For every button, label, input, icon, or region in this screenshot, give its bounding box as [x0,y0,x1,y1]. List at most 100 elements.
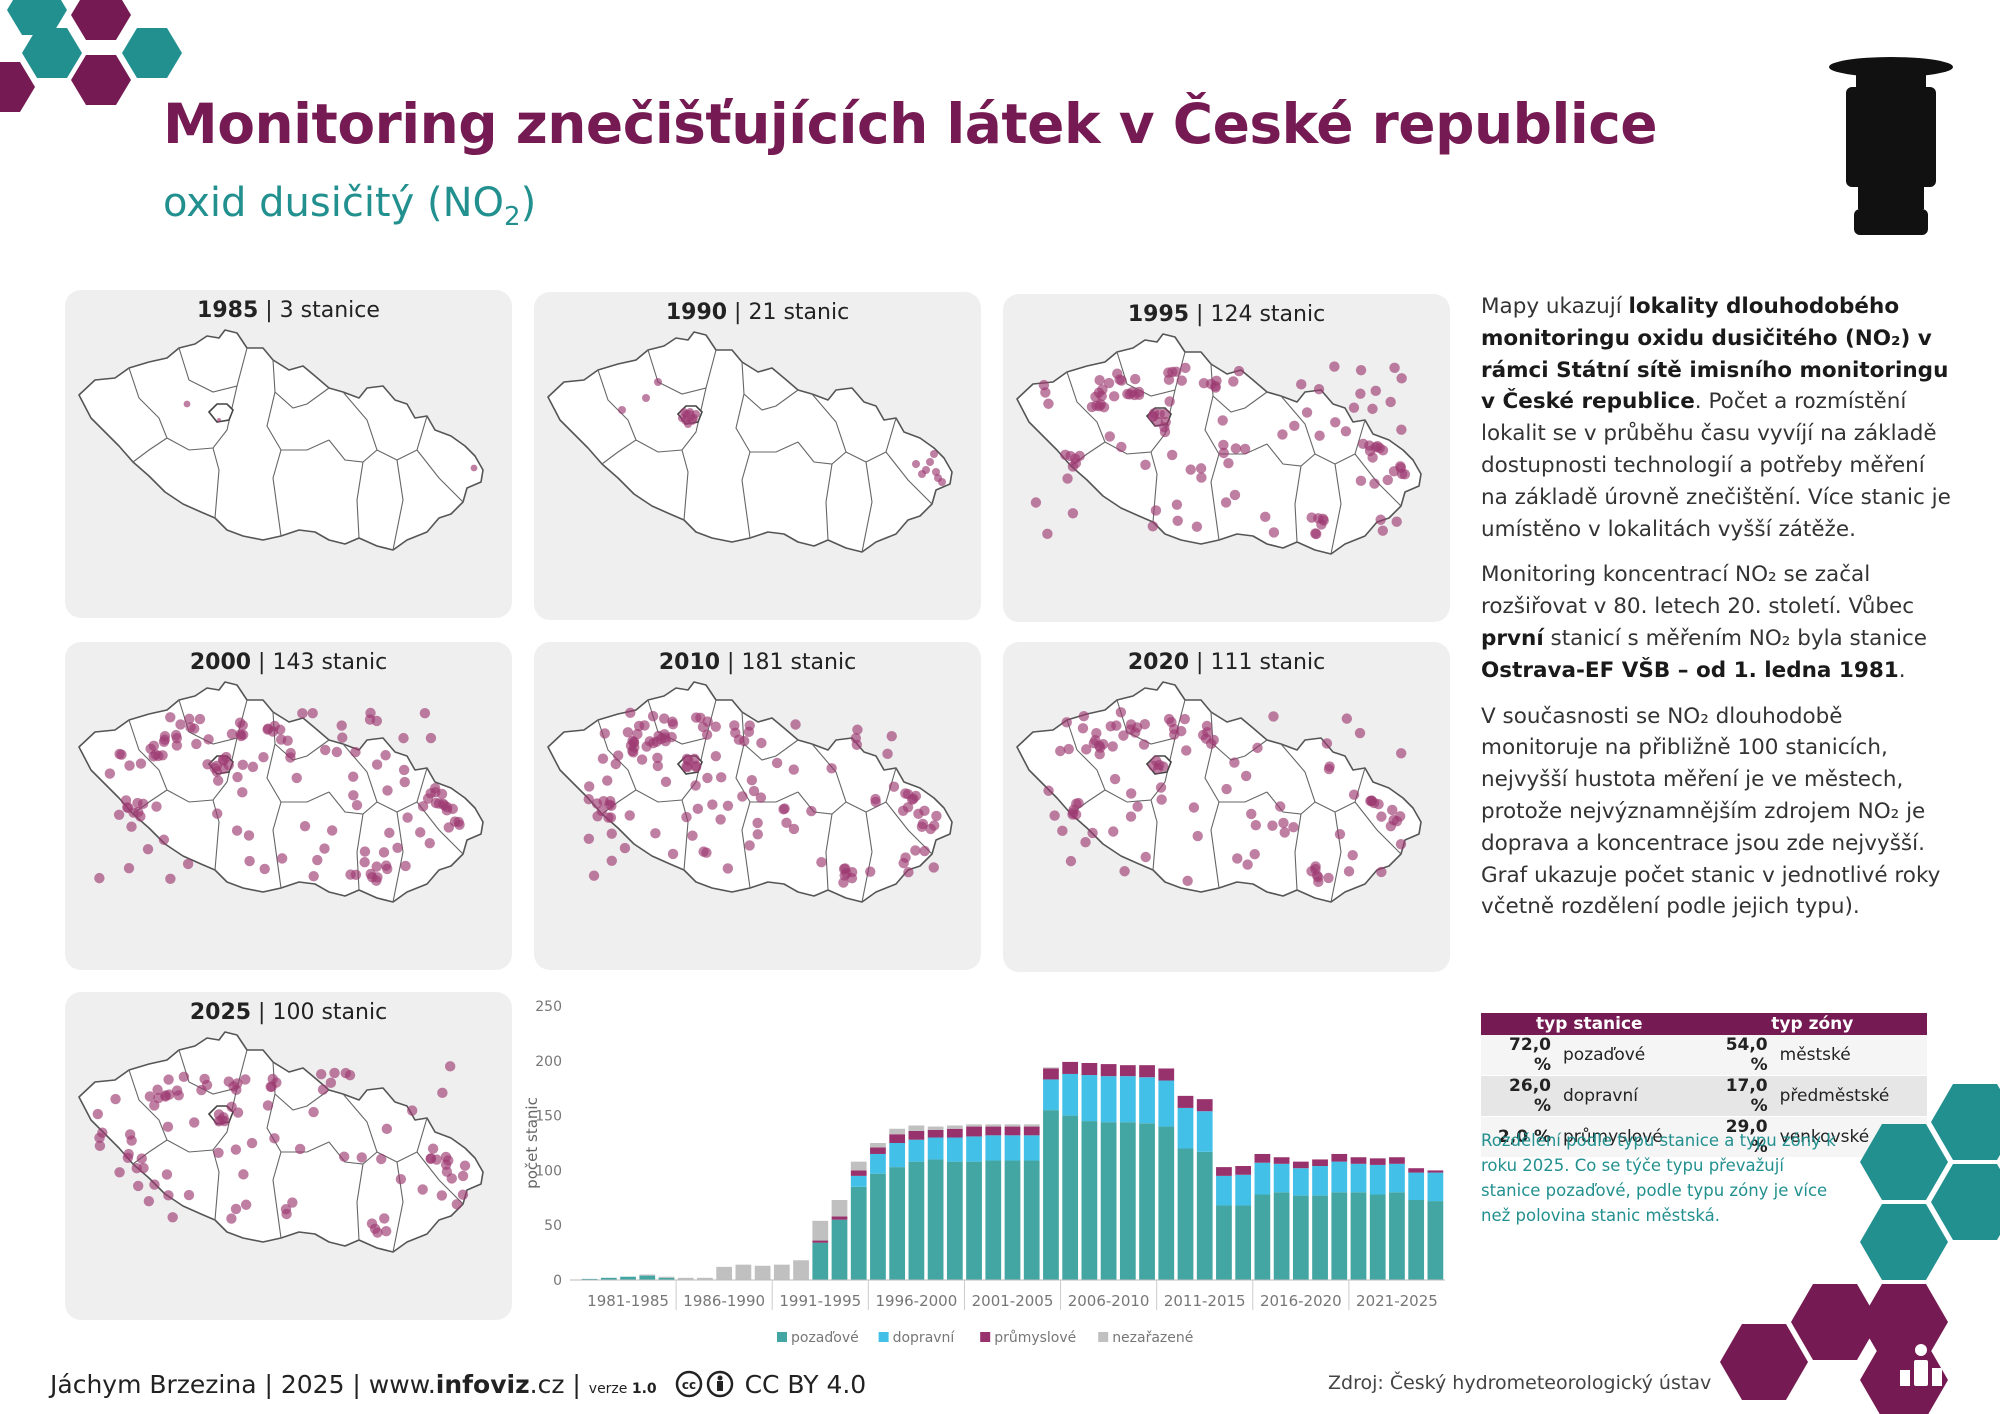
station-dot [381,1123,393,1135]
station-dot [1091,728,1102,739]
station-dot [1139,719,1151,730]
station-dot [583,794,594,805]
station-dot [624,810,635,821]
station-dot [1317,513,1329,525]
station-dot [715,772,727,783]
map-year: 2020 [1127,650,1190,675]
station-dot [1195,463,1207,474]
czech-map [1016,681,1422,903]
station-dot [632,728,643,740]
bar-segment [870,1153,886,1174]
page-title: Monitoring znečišťujících látek v České … [163,92,1658,156]
station-dot [294,1143,306,1155]
station-dot [1104,431,1115,442]
station-dot [287,1197,298,1208]
bar-segment [1196,1111,1213,1152]
station-dot [710,721,722,732]
map-panel-2000: 2000 | 143 stanic [65,642,512,970]
country-outline [78,329,484,551]
region-border [741,801,751,889]
hexagon-decoration-bottom-right [1720,1084,2000,1414]
station-dot [1150,505,1162,516]
station-dot [602,775,613,786]
station-dot [1377,525,1389,536]
bar-segment [966,1161,982,1280]
region-border [861,811,873,903]
bar-segment [927,1137,944,1160]
station-dot [1229,757,1240,768]
station-dot [1049,810,1060,821]
station-dot [317,1084,329,1095]
bar-segment [581,1278,598,1280]
bar-segment [1119,1065,1136,1077]
station-dot [308,871,319,882]
region-border [416,449,464,503]
station-dot [1218,439,1229,451]
station-dot [1210,380,1221,392]
station-dot [870,793,881,805]
station-dot [1081,744,1092,755]
station-dot [120,795,132,806]
bar-segment [1177,1107,1194,1149]
bar-segment [773,1264,790,1280]
station-dot [1109,773,1121,785]
station-dot [470,464,478,472]
y-tick-label: 150 [535,1109,562,1125]
station-dot [350,746,361,758]
station-dot [1296,379,1307,390]
bar-segment [1139,1077,1155,1124]
region-border [392,459,404,551]
station-dot [913,808,924,820]
station-dot [1062,473,1073,484]
station-dot [1098,402,1110,413]
map-year: 2000 [189,650,252,675]
station-dot [1369,478,1380,489]
czech-map [78,329,484,551]
bar-segment [1408,1168,1425,1173]
station-dot [243,830,255,841]
station-dot [247,761,259,773]
station-dot [680,408,688,416]
station-dot [399,776,410,788]
station-dot [610,758,622,770]
station-dot [882,748,893,760]
bar-segment [1023,1126,1040,1136]
region-border [128,367,168,463]
station-dot [350,869,362,881]
bar-segment [1043,1079,1059,1111]
station-dot [131,1162,142,1174]
station-dot [425,1153,437,1164]
station-dot [1156,794,1167,805]
station-dot [194,713,206,725]
station-dot [164,1089,175,1100]
legend-swatch [878,1332,889,1342]
station-dot [918,470,926,478]
station-dot [1180,362,1191,374]
station-dot [151,801,162,812]
station-dot [1086,401,1098,413]
bar-segment [793,1260,809,1280]
station-dot [258,751,269,763]
station-dot [364,714,376,725]
table-head-station-type: typ stanice [1481,1013,1698,1035]
station-dot [170,729,182,741]
station-dot [744,840,755,851]
station-dot [1341,713,1353,724]
station-dot [715,814,726,825]
map-panel-1995: 1995 | 124 stanic [1003,294,1450,622]
station-dot [398,732,409,744]
station-dot [444,1061,456,1072]
bar-segment [1389,1157,1405,1164]
table-row: 72,0 % pozaďové 54,0 % městské [1481,1035,1927,1076]
station-dot [1077,723,1089,734]
station-dot [702,772,713,784]
map-panel-1985: 1985 | 3 stanice [65,290,512,618]
bar-segment [1369,1158,1386,1165]
station-dot [415,827,426,838]
bar-segment [850,1161,867,1171]
station-dot [226,728,238,740]
station-dot [443,1155,454,1166]
prague-border [207,403,234,423]
station-dot [1396,424,1407,435]
station-dot [94,1140,106,1152]
